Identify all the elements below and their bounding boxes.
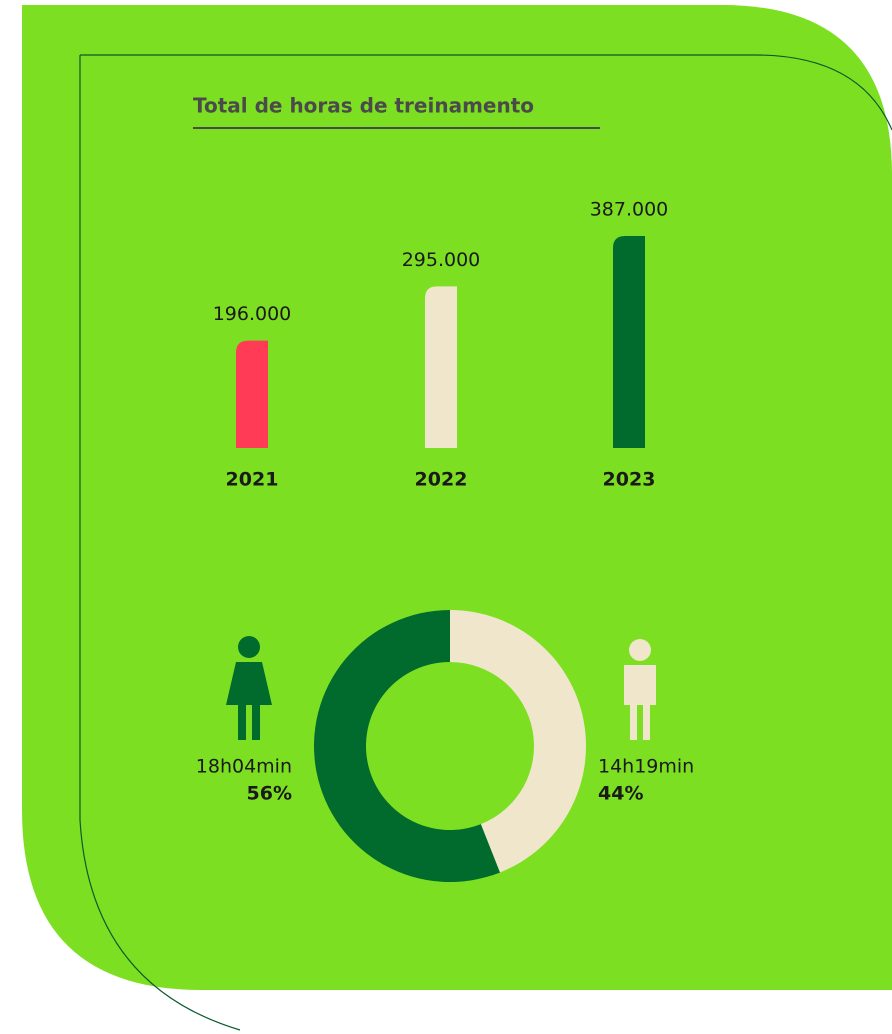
donut-slice [313, 610, 501, 883]
chart-title: Total de horas de treinamento [193, 94, 534, 118]
slice-label: 18h04min [196, 756, 292, 778]
slice-label: 14h19min [598, 756, 694, 778]
donut-slice [450, 610, 586, 873]
value-label: 387.000 [590, 199, 669, 221]
woman-icon [226, 636, 272, 740]
value-label: 295.000 [402, 249, 481, 271]
bar [613, 236, 645, 448]
background-panel [22, 5, 892, 990]
slice-value-label: 56% [247, 783, 292, 805]
bar [425, 286, 457, 448]
outline [79, 54, 892, 1031]
slice-value-label: 44% [598, 783, 643, 805]
man-icon [624, 639, 656, 740]
x-tick-label: 2022 [415, 469, 468, 491]
value-label: 196.000 [213, 303, 292, 325]
bar [236, 340, 268, 448]
x-tick-label: 2023 [603, 469, 656, 491]
x-tick-label: 2021 [226, 469, 279, 491]
